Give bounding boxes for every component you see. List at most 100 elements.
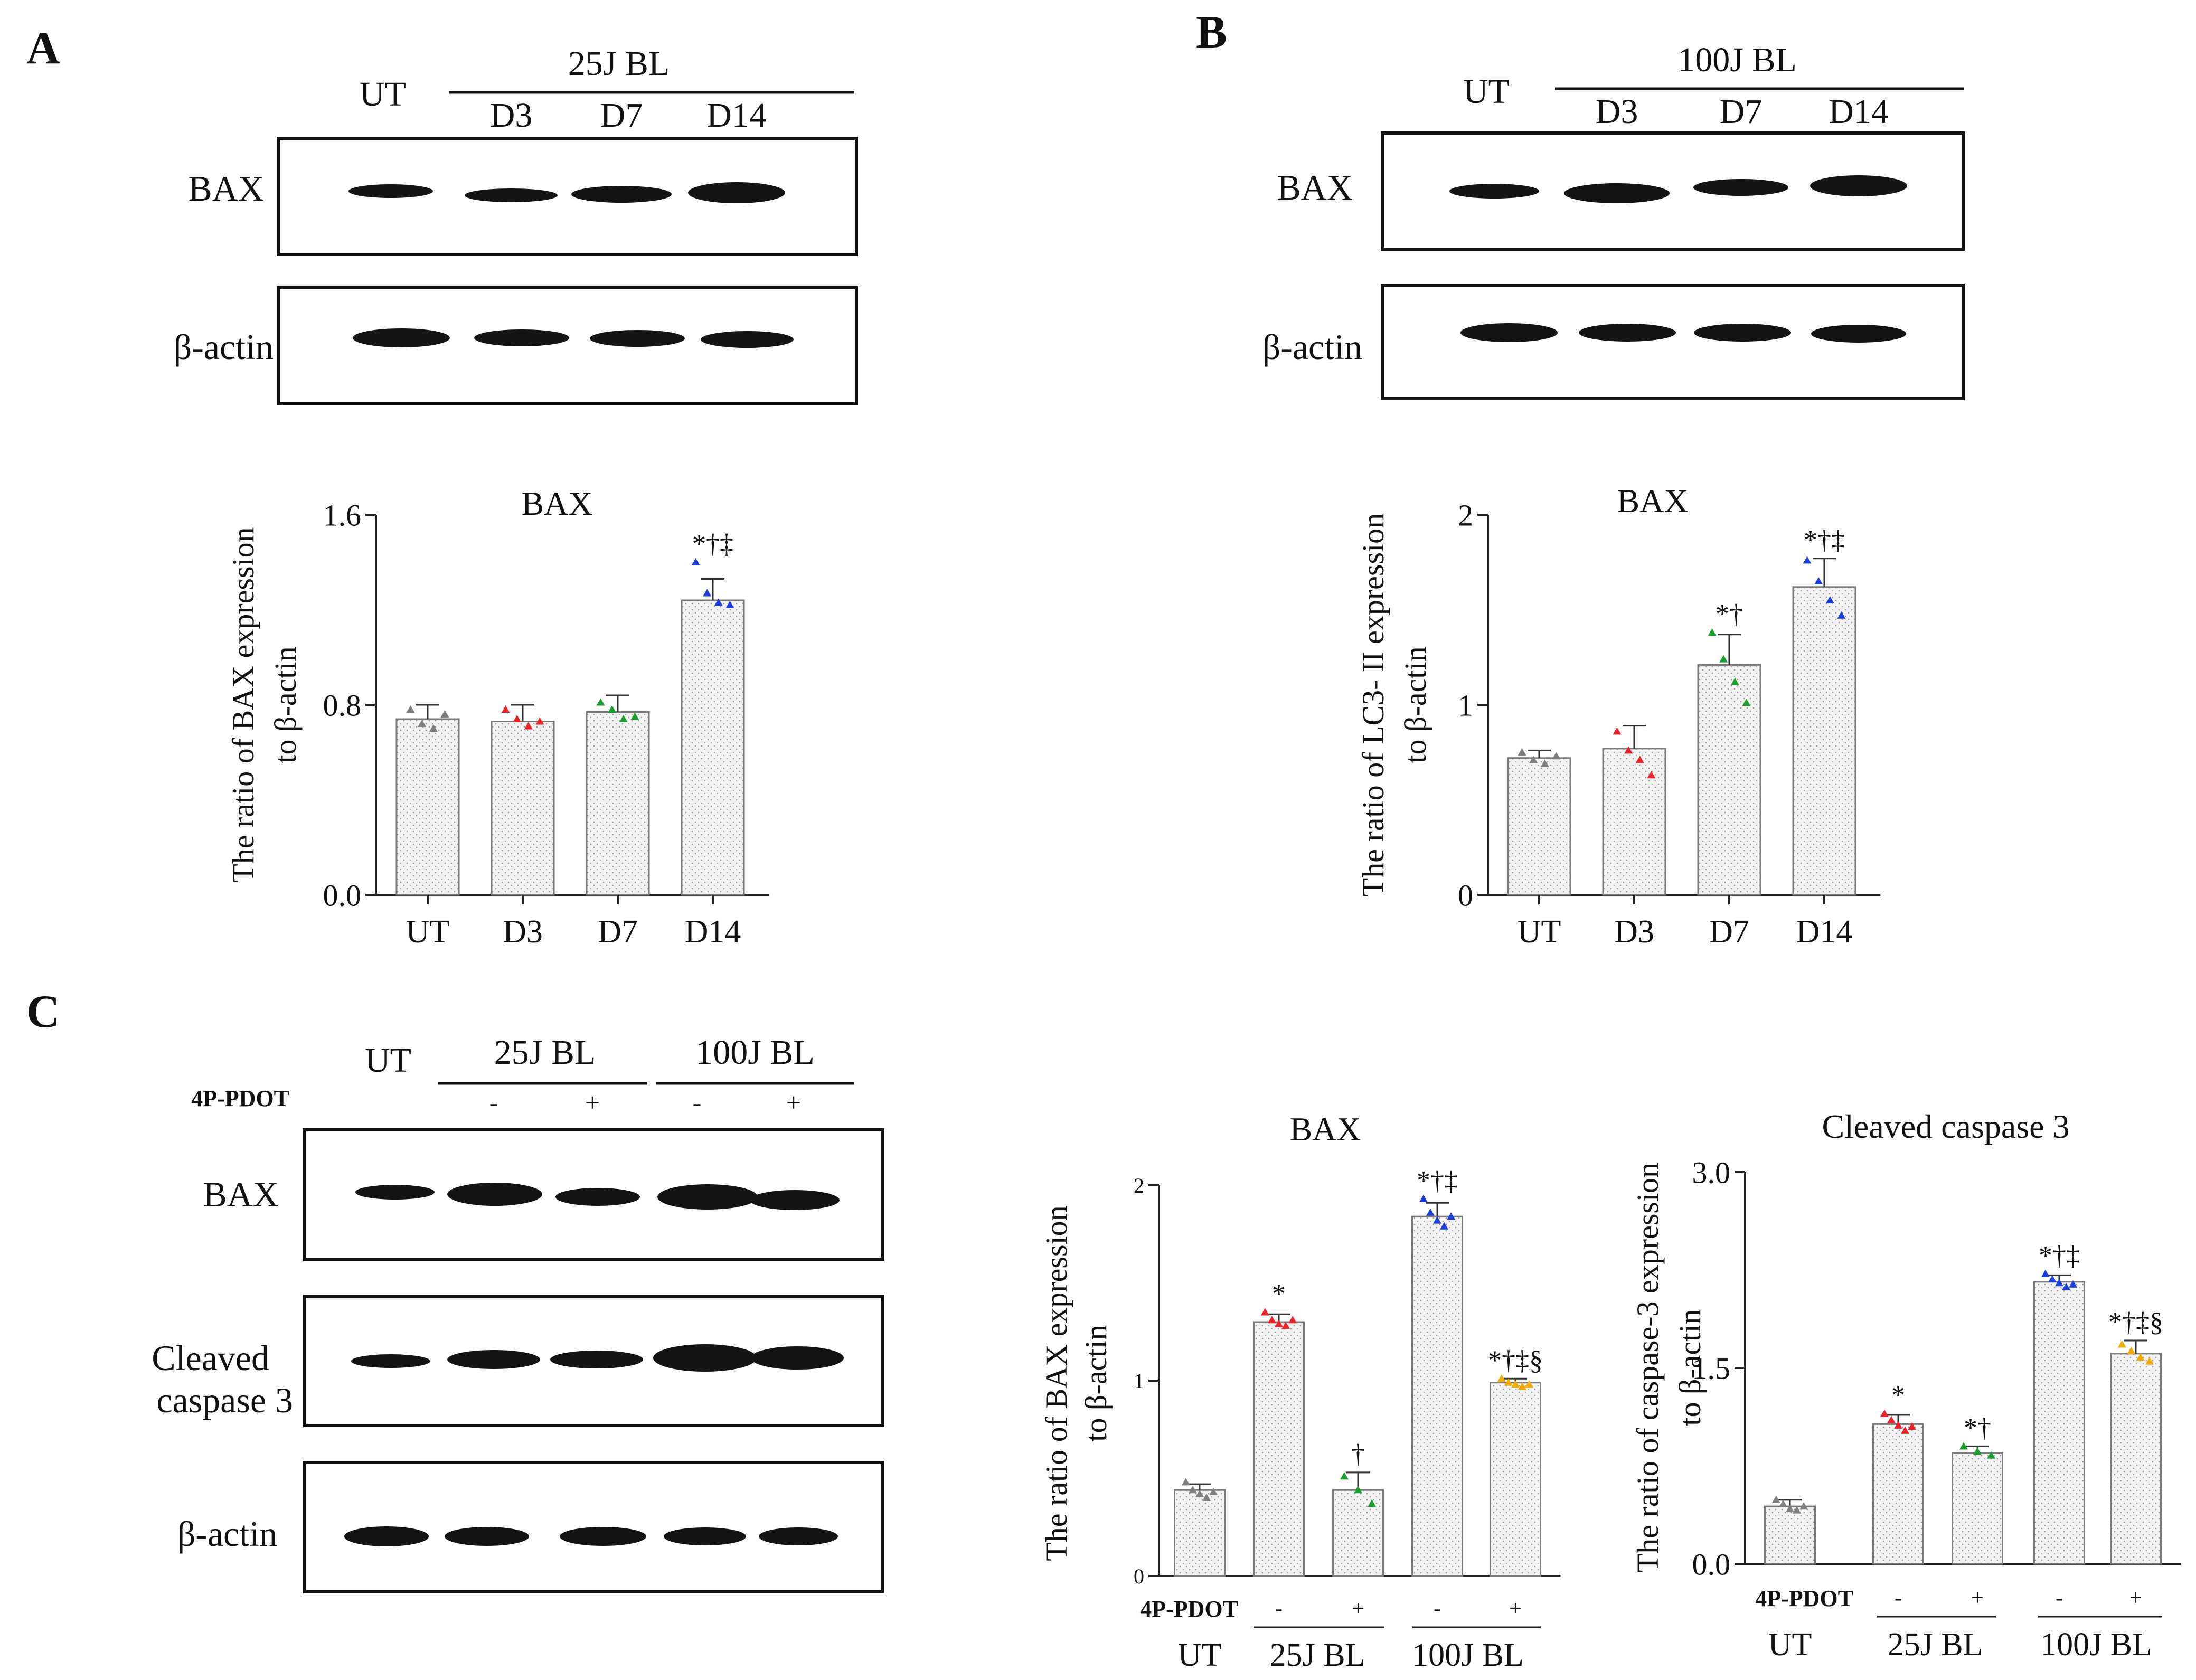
- y-tick-label: 3.0: [1692, 1155, 1731, 1190]
- lane-label-d3: D3: [490, 96, 533, 135]
- y-axis-label: The ratio of caspase-3 expression: [1630, 1163, 1665, 1572]
- data-point: [1730, 677, 1739, 685]
- band: [474, 329, 569, 346]
- data-point: [2127, 1346, 2136, 1354]
- data-point: [1959, 1442, 1968, 1450]
- band: [1693, 179, 1788, 196]
- band: [550, 1351, 643, 1368]
- data-point: [1529, 756, 1538, 763]
- band: [1579, 324, 1676, 342]
- panel-c: C UT 25J BL 100J BL 4P-PDOT - + - + BAX …: [26, 986, 884, 1593]
- y-tick-label: 2: [1134, 1174, 1144, 1197]
- blot-bands-actin: [353, 328, 794, 348]
- x-group-label: 25J BL: [1270, 1637, 1365, 1673]
- data-point: [1518, 1382, 1527, 1390]
- data-point: [535, 717, 544, 725]
- group-label-25j: 25J BL: [568, 44, 670, 83]
- bar: [1602, 748, 1666, 896]
- band: [560, 1527, 646, 1546]
- sign-label: -: [1434, 1597, 1441, 1621]
- data-point: [619, 715, 628, 722]
- band: [664, 1527, 746, 1545]
- significance-label: *†‡: [2039, 1241, 2080, 1271]
- sign-label: +: [1352, 1597, 1364, 1621]
- y-tick-label: 1.6: [323, 498, 362, 532]
- chart-b: BAX 0 1 2 The ratio of LC3- II expression to …: [1356, 482, 1881, 950]
- band: [657, 1184, 758, 1210]
- chart-c-bax: BAX 0 1 2 The ratio of BAX expression to β-ac…: [1039, 1110, 1561, 1673]
- blot-row-label-actin: β-actin: [1262, 327, 1362, 367]
- y-tick-label: 1: [1458, 688, 1473, 722]
- x-group-label: 100J BL: [1412, 1637, 1524, 1673]
- bar: [1253, 1321, 1305, 1577]
- data-point: [406, 705, 415, 713]
- blot-row-label-actin: β-actin: [174, 327, 274, 367]
- data-point: [1635, 756, 1644, 763]
- y-tick-label: 2: [1458, 498, 1473, 532]
- bar: [1332, 1489, 1384, 1577]
- data-point: [1195, 1489, 1204, 1497]
- data-point: [1209, 1487, 1218, 1495]
- data-point: [714, 598, 723, 606]
- bar: [2110, 1353, 2162, 1565]
- data-point: [630, 712, 639, 720]
- x-group-label: UT: [1178, 1637, 1222, 1673]
- y-axis-label: to β-actin: [1673, 1309, 1707, 1426]
- blot-bands-bax: [355, 1183, 840, 1210]
- y-tick-label: 0.8: [323, 688, 362, 722]
- chart-a: BAX 0.0 0.8 1.6 The ratio of BAX expression t…: [226, 485, 769, 950]
- blot-row-label-caspase-2: caspase 3: [156, 1380, 293, 1420]
- significance-label: *†‡: [1804, 525, 1845, 555]
- panel-b: B UT 100J BL D3 D7 D14 BAX β-actin: [1196, 7, 1965, 400]
- sign-label: +: [2129, 1586, 2142, 1610]
- data-point: [596, 698, 605, 706]
- data-point: [1647, 771, 1656, 779]
- panel-label-a: A: [26, 23, 60, 74]
- band: [344, 1526, 429, 1546]
- chart-title: BAX: [1289, 1110, 1361, 1148]
- chart-title: Cleaved caspase 3: [1822, 1108, 2069, 1145]
- data-point: [513, 715, 522, 722]
- data-point: [1288, 1316, 1297, 1324]
- data-point: [429, 724, 438, 732]
- data-point: [1540, 759, 1549, 767]
- band: [355, 1185, 435, 1200]
- bar: [1792, 586, 1856, 896]
- sign-label: -: [693, 1088, 702, 1117]
- band: [447, 1350, 540, 1369]
- lane-label-d14: D14: [706, 96, 767, 135]
- sign-label: -: [489, 1088, 498, 1117]
- sign-label: +: [585, 1088, 600, 1117]
- band: [1810, 175, 1907, 196]
- data-point: [1778, 1499, 1787, 1507]
- bar: [1697, 664, 1761, 896]
- band: [750, 1190, 840, 1210]
- band: [555, 1188, 640, 1206]
- data-point: [1624, 746, 1633, 754]
- band: [1460, 323, 1558, 342]
- sign-label: +: [1971, 1586, 1984, 1610]
- y-axis-label: The ratio of BAX expression: [226, 527, 260, 882]
- bar: [681, 599, 745, 896]
- x-group-label: UT: [1768, 1627, 1812, 1663]
- data-point: [691, 558, 700, 565]
- data-point: [1837, 611, 1846, 619]
- data-point: [1901, 1426, 1910, 1434]
- data-point: [2041, 1269, 2050, 1277]
- data-point: [1987, 1451, 1996, 1459]
- sign-label: -: [1895, 1586, 1902, 1610]
- y-axis-label: The ratio of BAX expression: [1039, 1205, 1073, 1561]
- data-point: [1803, 556, 1812, 564]
- blot-bands-bax: [1449, 175, 1907, 203]
- band: [1564, 183, 1670, 203]
- bar: [1952, 1452, 2003, 1565]
- bar: [1411, 1215, 1463, 1577]
- drug-label: 4P-PDOT: [1755, 1585, 1853, 1611]
- significance-label: *†: [1716, 599, 1743, 629]
- group-label-25j: 25J BL: [494, 1033, 596, 1072]
- panel-a: A UT 25J BL D3 D7 D14 BAX β-actin: [26, 23, 858, 405]
- lane-label-d3: D3: [1596, 92, 1638, 131]
- band: [751, 1346, 844, 1370]
- data-point: [1613, 727, 1622, 735]
- band: [571, 186, 672, 203]
